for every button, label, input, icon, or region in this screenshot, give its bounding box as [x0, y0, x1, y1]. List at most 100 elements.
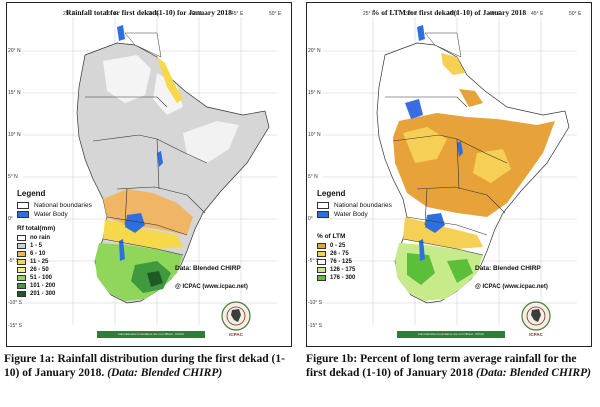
legend-class-item: no rain: [17, 234, 103, 242]
lon-tick: 30° E: [405, 11, 418, 17]
legend-classes: no rain 1 - 5 6 - 10 11 - 25 26 - 50 51 - 100…: [17, 234, 103, 298]
lat-tick: -5° S: [308, 258, 320, 264]
lon-tick: 50° E: [269, 11, 282, 17]
legend-swatch: [317, 243, 326, 249]
lon-tick: 45° E: [231, 11, 244, 17]
water-swatch: [317, 211, 329, 218]
boundary-swatch: [17, 202, 29, 209]
lon-tick: 35° E: [147, 11, 160, 17]
notice-bar: Administrative boundaries are not Offici…: [397, 331, 505, 338]
legend-class-label: no rain: [30, 235, 51, 241]
legend-swatch: [17, 267, 26, 273]
data-source: Data: Blended CHIRP: [475, 265, 541, 272]
map-title: % of LTM for first dekad(1-10) of Januar…: [371, 8, 527, 17]
lat-tick: 15° N: [308, 90, 321, 96]
lat-tick: 20° N: [308, 48, 321, 54]
legend-swatch: [17, 291, 26, 297]
legend-class-label: 11 - 25: [30, 259, 49, 265]
lat-tick: 15° N: [8, 90, 21, 96]
legend-class-item: 26 - 50: [17, 266, 103, 274]
legend: Legend National boundaries Water Body Rf…: [17, 189, 103, 298]
legend-class-item: 101 - 200: [17, 282, 103, 290]
lat-tick: -15° S: [308, 323, 322, 329]
legend-boundary: National boundaries: [317, 201, 403, 210]
legend-swatch: [317, 275, 326, 281]
legend-swatch: [17, 283, 26, 289]
legend-class-item: 26 - 75: [317, 250, 403, 258]
lat-tick: 10° N: [8, 132, 21, 138]
lat-tick: 20° N: [8, 48, 21, 54]
credit-text: @ ICPAC (www.icpac.net): [175, 284, 248, 290]
legend-class-item: 126 - 175: [317, 266, 403, 274]
lat-tick: -10° S: [308, 300, 322, 306]
lat-tick: 0°: [8, 216, 13, 222]
legend-class-label: 101 - 200: [30, 283, 56, 289]
legend: Legend National boundaries Water Body % …: [317, 189, 403, 282]
legend-class-item: 176 - 300: [317, 274, 403, 282]
legend-class-label: 1 - 5: [30, 243, 43, 249]
legend-class-label: 126 - 175: [330, 267, 356, 273]
legend-class-item: 6 - 10: [17, 250, 103, 258]
legend-class-title: % of LTM: [317, 233, 346, 240]
lon-tick: 45° E: [531, 11, 544, 17]
lon-tick: 50° E: [569, 11, 582, 17]
legend-class-label: 201 - 300: [30, 291, 56, 297]
legend-swatch: [17, 275, 26, 281]
lat-tick: -5° S: [8, 258, 20, 264]
legend-swatch: [17, 243, 26, 249]
lake-victoria: [125, 213, 145, 233]
legend-class-item: 11 - 25: [17, 258, 103, 266]
icpac-logo: ICPAC: [219, 301, 253, 343]
lat-tick: 0°: [308, 216, 313, 222]
lon-tick: 25° E: [363, 11, 376, 17]
map-title: Rainfall total for first dekad(1-10) for…: [66, 8, 232, 17]
lon-tick: 35° E: [447, 11, 460, 17]
legend-title: Legend: [317, 189, 346, 198]
water-swatch: [17, 211, 29, 218]
map-panel-percent-ltm: % of LTM for first dekad(1-10) of Januar…: [306, 2, 592, 347]
legend-class-item: 201 - 300: [17, 290, 103, 298]
figure-caption-1a: Figure 1a: Rainfall distribution during …: [4, 353, 285, 379]
legend-class-label: 76 - 125: [330, 259, 353, 265]
legend-class-item: 0 - 25: [317, 242, 403, 250]
legend-title: Legend: [17, 189, 46, 198]
data-source: Data: Blended CHIRP: [175, 265, 241, 272]
lon-tick: 40° E: [189, 11, 202, 17]
legend-swatch: [17, 259, 26, 265]
legend-class-item: 76 - 125: [317, 258, 403, 266]
legend-swatch: [317, 267, 326, 273]
legend-class-label: 0 - 25: [330, 243, 346, 249]
legend-class-label: 26 - 50: [30, 267, 49, 273]
boundary-swatch: [317, 202, 329, 209]
lat-tick: 5° N: [308, 174, 318, 180]
legend-water: Water Body: [317, 210, 403, 219]
percent-ltm-map: [323, 17, 577, 325]
legend-class-label: 51 - 100: [30, 275, 53, 281]
lat-tick: -15° S: [8, 323, 22, 329]
lat-tick: 5° N: [8, 174, 18, 180]
legend-class-label: 26 - 75: [330, 251, 349, 257]
legend-water: Water Body: [17, 210, 103, 219]
legend-classes: 0 - 25 26 - 75 76 - 125 126 - 175 176 - 300: [317, 242, 403, 282]
legend-swatch: [317, 259, 326, 265]
notice-bar: Administrative boundaries are not Offici…: [97, 331, 205, 338]
lon-tick: 30° E: [105, 11, 118, 17]
legend-swatch: [17, 235, 26, 241]
icpac-logo: ICPAC: [519, 301, 553, 343]
rainfall-map: [23, 17, 277, 325]
legend-boundary: National boundaries: [17, 201, 103, 210]
legend-class-label: 176 - 300: [330, 275, 356, 281]
lat-tick: 10° N: [308, 132, 321, 138]
lon-tick: 25° E: [63, 11, 76, 17]
legend-class-title: Rf total(mm): [17, 225, 56, 232]
legend-swatch: [17, 251, 26, 257]
lat-tick: -10° S: [8, 300, 22, 306]
legend-class-label: 6 - 10: [30, 251, 46, 257]
legend-swatch: [317, 251, 326, 257]
lon-tick: 40° E: [489, 11, 502, 17]
figure-caption-1b: Figure 1b: Percent of long term average …: [306, 353, 591, 379]
legend-class-item: 51 - 100: [17, 274, 103, 282]
credit-text: @ ICPAC (www.icpac.net): [475, 284, 548, 290]
map-panel-rainfall: Rainfall total for first dekad(1-10) for…: [6, 2, 292, 347]
legend-class-item: 1 - 5: [17, 242, 103, 250]
